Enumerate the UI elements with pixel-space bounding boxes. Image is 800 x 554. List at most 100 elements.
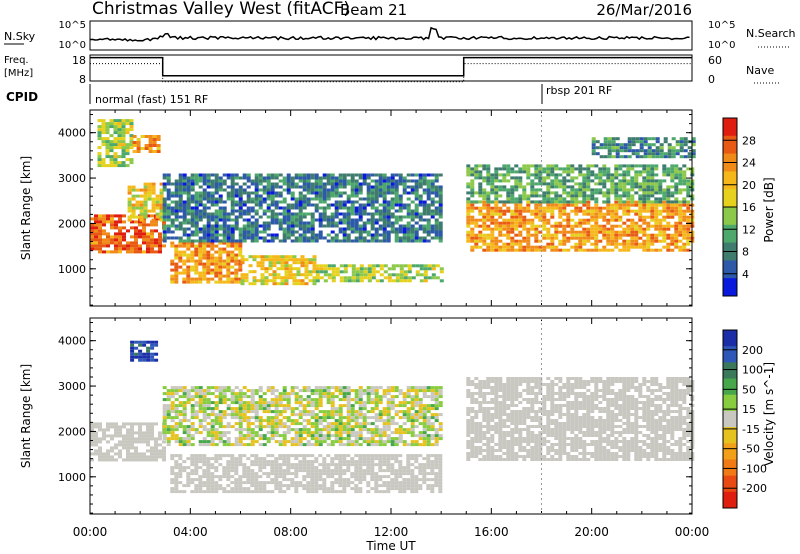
power-cell — [206, 250, 211, 254]
power-cell — [410, 185, 415, 189]
freq-label-top: Freq. — [4, 55, 29, 66]
power-cell — [687, 155, 692, 159]
velocity-cell — [270, 416, 275, 420]
velocity-cell — [278, 398, 283, 402]
power-cell — [542, 182, 547, 186]
velocity-cell — [206, 481, 211, 485]
power-cell — [606, 209, 611, 213]
power-cell — [630, 209, 635, 213]
power-cell — [674, 212, 679, 216]
power-cell — [550, 212, 555, 216]
power-cell — [178, 194, 183, 198]
power-cell — [518, 197, 523, 201]
power-cell — [414, 221, 419, 225]
velocity-cell — [162, 419, 167, 423]
power-cell — [647, 137, 652, 141]
power-cell — [302, 182, 307, 186]
power-cell — [310, 215, 315, 219]
power-cell — [121, 155, 126, 159]
power-cell — [130, 250, 134, 254]
velocity-cell — [262, 419, 267, 423]
power-cell — [470, 188, 475, 192]
velocity-cell — [238, 490, 243, 494]
velocity-cell — [238, 481, 243, 485]
power-cell — [606, 188, 611, 192]
power-cell — [121, 149, 126, 153]
power-cell — [486, 197, 491, 201]
power-cell — [174, 179, 179, 183]
power-cell — [586, 170, 591, 174]
power-cell — [482, 218, 487, 222]
velocity-cell — [434, 454, 439, 458]
velocity-cell — [98, 455, 102, 459]
power-cell — [90, 244, 94, 248]
power-cell — [370, 233, 375, 237]
power-cell — [210, 241, 215, 245]
power-cell — [506, 164, 511, 168]
power-cell — [666, 221, 671, 225]
power-cell — [526, 206, 531, 210]
y-tick-label: 4000 — [58, 127, 86, 140]
power-cell — [174, 224, 179, 228]
power-cell — [466, 212, 471, 216]
power-cell — [386, 224, 391, 228]
power-cell — [312, 276, 317, 280]
power-cell — [252, 258, 257, 262]
power-cell — [542, 212, 547, 216]
velocity-cell — [146, 449, 150, 453]
power-cell — [170, 194, 175, 198]
power-cell — [398, 179, 403, 183]
velocity-cell — [198, 466, 203, 470]
power-cell — [334, 176, 339, 180]
velocity-cell — [246, 487, 251, 491]
velocity-cell — [350, 463, 355, 467]
velocity-cell — [270, 425, 275, 429]
velocity-cell — [406, 472, 411, 476]
velocity-cell — [214, 437, 219, 441]
power-cell — [101, 125, 106, 129]
power-cell — [366, 221, 371, 225]
power-cell — [403, 273, 408, 277]
cpid-program-rbsp: rbsp 201 RF — [546, 84, 612, 97]
power-cell — [214, 224, 219, 228]
power-cell — [526, 239, 531, 243]
velocity-cell — [238, 437, 243, 441]
power-cell — [312, 261, 317, 265]
power-cell — [486, 182, 491, 186]
power-cell — [662, 173, 667, 177]
velocity-cell — [114, 452, 118, 456]
power-cell — [274, 233, 279, 237]
power-cell — [294, 239, 299, 243]
velocity-cell — [366, 454, 371, 458]
power-cell — [370, 239, 375, 243]
velocity-cell — [254, 401, 259, 405]
power-cell — [647, 143, 652, 147]
power-cell — [530, 164, 535, 168]
velocity-cell — [314, 466, 319, 470]
power-cell — [326, 197, 331, 201]
power-cell — [395, 276, 400, 280]
power-cell — [358, 218, 363, 222]
velocity-cell — [282, 475, 287, 479]
velocity-cell — [222, 472, 227, 476]
power-cell — [280, 264, 285, 268]
power-cell — [630, 245, 635, 249]
power-cell — [430, 209, 435, 213]
power-cell — [378, 182, 383, 186]
power-cell — [182, 218, 187, 222]
power-cell — [562, 230, 567, 234]
power-cell — [554, 200, 559, 204]
power-cell — [378, 215, 383, 219]
power-cell — [254, 218, 259, 222]
power-cell — [402, 215, 407, 219]
velocity-cell — [298, 463, 303, 467]
power-cell — [666, 248, 671, 252]
power-cell — [351, 279, 356, 283]
power-cell — [590, 215, 595, 219]
power-cell — [574, 176, 579, 180]
power-cell — [414, 233, 419, 237]
power-cell — [522, 206, 527, 210]
power-cell — [155, 215, 160, 219]
velocity-cell — [162, 449, 166, 453]
velocity-cell — [190, 425, 195, 429]
